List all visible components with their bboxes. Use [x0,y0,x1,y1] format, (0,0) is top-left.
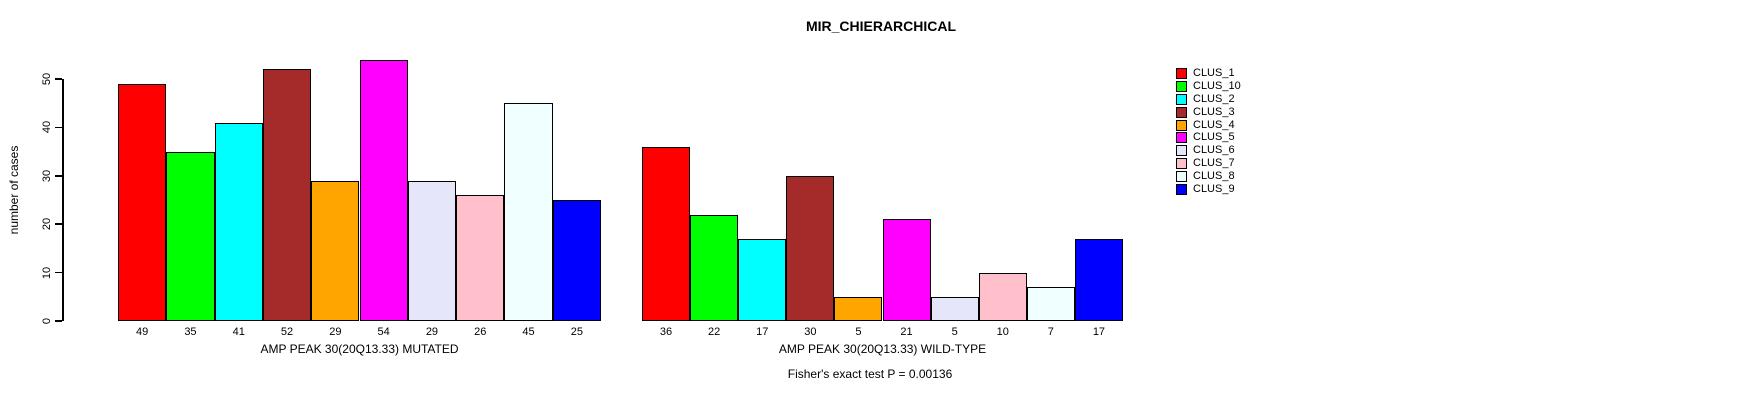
bar-value-clus_3-group1: 52 [280,326,294,338]
y-axis-tick [55,223,62,225]
bar-value-clus_2-group2: 17 [756,326,769,338]
bar-clus_2-group2 [738,238,787,321]
bar-clus_9-group2 [1074,238,1123,321]
bar-value-clus_6-group2: 5 [951,326,958,338]
bar-clus_5-group1 [359,59,408,321]
bar-clus_6-group2 [930,296,979,321]
legend-swatch-clus_2 [1176,93,1187,105]
bar-value-clus_9-group1: 25 [570,326,583,338]
legend-item-clus_8: CLUS_8 [1176,170,1241,183]
x-group-label-mutated: AMP PEAK 30(20Q13.33) MUTATED [260,342,459,356]
bar-value-clus_4-group2: 5 [855,326,862,338]
legend-item-clus_10: CLUS_10 [1176,80,1241,93]
bar-value-clus_1-group2: 36 [659,326,673,338]
y-axis-tick [55,271,62,274]
bar-value-clus_3-group2: 30 [804,326,817,338]
bar-clus_9-group1 [552,200,601,321]
legend-swatch-clus_7 [1176,158,1187,170]
legend-item-clus_6: CLUS_6 [1176,144,1241,157]
legend-label-clus_5: CLUS_5 [1193,131,1235,144]
bar-clus_1-group1 [118,83,167,321]
bar-clus_8-group2 [1026,287,1075,321]
bar-clus_3-group1 [262,69,312,321]
bar-clus_5-group2 [882,219,931,321]
legend-item-clus_5: CLUS_5 [1176,131,1241,144]
bar-clus_7-group1 [456,195,505,321]
bar-value-clus_10-group1: 35 [184,326,197,338]
bar-value-clus_5-group1: 54 [377,326,390,338]
legend-label-clus_6: CLUS_6 [1193,144,1235,157]
legend-label-clus_2: CLUS_2 [1193,92,1235,105]
legend-swatch-clus_5 [1176,132,1187,144]
bar-value-clus_6-group1: 29 [425,326,439,338]
y-axis-tick [55,175,62,177]
legend-item-clus_2: CLUS_2 [1176,93,1241,106]
bar-value-clus_1-group1: 49 [136,326,149,338]
bar-clus_6-group1 [407,180,457,321]
legend-swatch-clus_4 [1176,119,1187,131]
bar-value-clus_8-group2: 7 [1047,326,1054,338]
legend-label-clus_9: CLUS_9 [1193,182,1235,195]
legend-item-clus_7: CLUS_7 [1176,157,1241,170]
legend-swatch-clus_10 [1176,80,1187,92]
bar-clus_1-group2 [642,146,691,321]
legend-item-clus_1: CLUS_1 [1176,67,1241,80]
legend-swatch-clus_1 [1176,67,1187,79]
bar-value-clus_5-group2: 21 [900,326,913,338]
y-axis-tick [55,320,62,322]
bar-value-clus_8-group1: 45 [522,326,535,338]
bar-clus_7-group2 [978,272,1027,321]
chart-title: MIR_CHIERARCHICAL [805,18,957,34]
bar-value-clus_2-group1: 41 [232,326,245,338]
legend-item-clus_4: CLUS_4 [1176,119,1241,132]
fisher-test-footnote: Fisher's exact test P = 0.00136 [787,367,953,381]
bar-clus_10-group1 [166,151,215,321]
bar-value-clus_7-group2: 10 [996,326,1009,338]
legend-label-clus_3: CLUS_3 [1193,105,1235,118]
bar-value-clus_7-group1: 26 [474,326,487,338]
bar-clus_8-group1 [504,103,553,321]
bar-clus_3-group2 [786,175,835,321]
legend-label-clus_1: CLUS_1 [1193,66,1235,79]
y-axis-line [62,79,64,321]
legend-label-clus_7: CLUS_7 [1193,157,1235,170]
bar-value-clus_9-group2: 17 [1092,326,1106,338]
legend-swatch-clus_8 [1176,171,1187,183]
legend-swatch-clus_9 [1176,183,1187,195]
y-axis-tick [55,78,62,80]
legend-item-clus_9: CLUS_9 [1176,183,1241,196]
legend-label-clus_10: CLUS_10 [1193,79,1241,92]
legend: CLUS_1 CLUS_10 CLUS_2 CLUS_3 CLUS_4 CLUS_5 CLU… [1176,67,1241,196]
legend-label-clus_4: CLUS_4 [1193,118,1235,131]
x-group-label-wildtype: AMP PEAK 30(20Q13.33) WILD-TYPE [778,342,987,356]
bar-value-clus_10-group2: 22 [708,326,721,338]
legend-label-clus_8: CLUS_8 [1193,170,1235,183]
legend-swatch-clus_6 [1176,145,1187,157]
bar-clus_2-group1 [214,122,263,321]
y-axis-tick [55,126,62,129]
legend-swatch-clus_3 [1176,106,1187,118]
bar-clus_4-group2 [834,296,883,321]
legend-item-clus_3: CLUS_3 [1176,106,1241,119]
bar-clus_4-group1 [311,180,360,321]
bar-value-clus_4-group1: 29 [329,326,342,338]
bar-clus_10-group2 [690,214,739,321]
